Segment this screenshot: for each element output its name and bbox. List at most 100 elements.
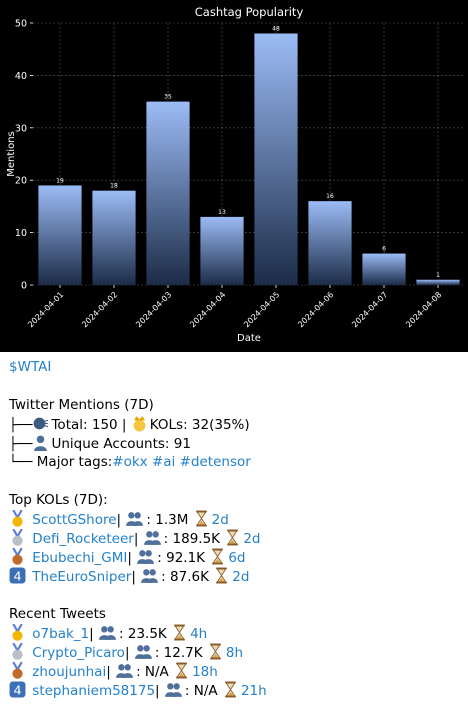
- tweet-age-link[interactable]: 4h: [190, 626, 208, 642]
- x-tick-label: 2024-04-04: [188, 290, 227, 329]
- bar: [38, 185, 82, 285]
- list-item: Crypto_Picaro| : 12.7K 8h: [9, 643, 243, 663]
- bar: [92, 190, 136, 285]
- people-icon: [164, 683, 182, 697]
- total-label: Total: 150: [51, 417, 118, 433]
- bar-value-label: 1: [436, 272, 440, 279]
- bronze-medal-icon: [12, 662, 23, 679]
- bar-value-label: 48: [272, 25, 280, 32]
- bar: [254, 33, 298, 286]
- chart-image: Cashtag Popularity Mentions Date 19 18 35 1…: [0, 0, 468, 352]
- followers-count: : 1.3M: [146, 512, 189, 528]
- hourglass-icon: [195, 510, 207, 527]
- tweet-age-link[interactable]: 2d: [232, 569, 250, 585]
- account-link[interactable]: TheEuroSniper: [32, 569, 132, 585]
- hourglass-icon: [227, 529, 239, 546]
- account-link[interactable]: zhoujunhai: [32, 664, 107, 680]
- mentions-heading: Twitter Mentions (7D): [9, 397, 154, 413]
- tweet-age-link[interactable]: 6d: [228, 550, 246, 566]
- bar: [200, 216, 244, 285]
- account-link[interactable]: ScottGShore: [32, 512, 117, 528]
- silver-medal-icon: [12, 529, 23, 546]
- top-kols-heading: Top KOLs (7D):: [9, 492, 108, 508]
- account-link[interactable]: Defi_Rocketeer: [32, 531, 134, 547]
- chart-xlabel: Date: [237, 333, 261, 344]
- list-item: zhoujunhai| : N/A 18h: [9, 662, 218, 682]
- user-icon: [34, 435, 48, 451]
- cashtag-link[interactable]: $WTAI: [9, 359, 52, 375]
- followers-count: : 92.1K: [157, 550, 206, 566]
- crown-face-icon: [133, 416, 146, 432]
- chart-ylabel: Mentions: [6, 131, 17, 176]
- list-item: 4 stephaniem58175| : N/A 21h: [9, 681, 267, 701]
- followers-count: : 87.6K: [161, 569, 209, 585]
- y-tick-label: 10: [15, 228, 27, 239]
- tags-row: └── Major tags:#okx #ai #detensor: [9, 454, 251, 470]
- people-icon: [99, 626, 116, 640]
- hourglass-icon: [210, 643, 221, 660]
- gold-medal-icon: [12, 624, 23, 641]
- people-icon: [141, 569, 159, 583]
- hourglass-icon: [174, 624, 185, 641]
- x-tick-label: 2024-04-02: [80, 290, 119, 329]
- bar-value-label: 6: [382, 246, 386, 253]
- bronze-medal-icon: [12, 548, 23, 565]
- bar: [308, 201, 352, 285]
- followers-count: : N/A: [136, 664, 169, 680]
- y-tick-label: 0: [21, 281, 27, 292]
- chart-title: Cashtag Popularity: [195, 5, 304, 19]
- silver-medal-icon: [12, 643, 23, 660]
- people-icon: [143, 531, 161, 545]
- tweet-age-link[interactable]: 2d: [243, 531, 261, 547]
- x-tick-label: 2024-04-03: [134, 290, 173, 329]
- y-tick-label: 50: [15, 19, 27, 30]
- tags-label: Major tags:: [36, 454, 113, 470]
- tweet-age-link[interactable]: 8h: [225, 645, 244, 661]
- people-icon: [137, 550, 155, 564]
- x-tick-label: 2024-04-08: [404, 290, 443, 329]
- followers-count: : N/A: [184, 683, 218, 699]
- account-link[interactable]: stephaniem58175: [32, 683, 156, 699]
- account-link[interactable]: o7bak_1: [32, 626, 90, 642]
- list-item: ScottGShore| : 1.3M 2d: [9, 510, 229, 530]
- followers-count: : 23.5K: [119, 626, 167, 642]
- tag-link[interactable]: #ai: [151, 454, 176, 470]
- people-icon: [134, 645, 152, 659]
- account-link[interactable]: Ebubechi_GMI: [32, 550, 128, 566]
- tag-link[interactable]: #detensor: [179, 454, 251, 470]
- svg-text:4: 4: [13, 683, 21, 698]
- bar: [146, 101, 190, 285]
- gold-medal-icon: [12, 510, 23, 527]
- followers-count: : 12.7K: [154, 645, 203, 661]
- unique-row: ├── Unique Accounts: 91: [9, 435, 191, 452]
- recent-heading: Recent Tweets: [9, 606, 106, 622]
- bar-value-label: 16: [326, 193, 334, 200]
- bar-value-label: 13: [218, 209, 226, 216]
- tag-link[interactable]: #okx: [112, 454, 148, 470]
- tweet-age-link[interactable]: 18h: [192, 664, 218, 680]
- y-tick-label: 30: [15, 123, 27, 134]
- unique-label: Unique Accounts: 91: [51, 436, 191, 452]
- bar: [416, 279, 460, 285]
- tweet-age-link[interactable]: 21h: [240, 683, 267, 699]
- kols-label: KOLs: 32(35%): [149, 417, 250, 433]
- hourglass-icon: [225, 681, 236, 698]
- hourglass-icon: [216, 567, 228, 584]
- hourglass-icon: [212, 548, 224, 565]
- account-link[interactable]: Crypto_Picaro: [32, 645, 125, 661]
- keycap-four-icon: 4: [9, 681, 26, 698]
- list-item: 4 TheEuroSniper| : 87.6K 2d: [9, 567, 249, 587]
- bar-value-label: 18: [110, 183, 118, 190]
- hourglass-icon: [176, 662, 187, 679]
- total-row: ├── Total: 150 | KOLs: 32(35%): [9, 416, 250, 433]
- list-item: Defi_Rocketeer| : 189.5K 2d: [9, 529, 260, 549]
- followers-count: : 189.5K: [163, 531, 221, 547]
- list-item: Ebubechi_GMI| : 92.1K 6d: [9, 548, 246, 568]
- keycap-four-icon: 4: [9, 567, 26, 584]
- bar-chart: Cashtag Popularity Mentions Date 19 18 35 1…: [6, 5, 465, 344]
- svg-text:4: 4: [13, 569, 21, 584]
- y-tick-label: 40: [15, 71, 27, 82]
- tweet-age-link[interactable]: 2d: [211, 512, 229, 528]
- bar-value-label: 19: [56, 177, 64, 184]
- x-tick-label: 2024-04-07: [350, 290, 389, 329]
